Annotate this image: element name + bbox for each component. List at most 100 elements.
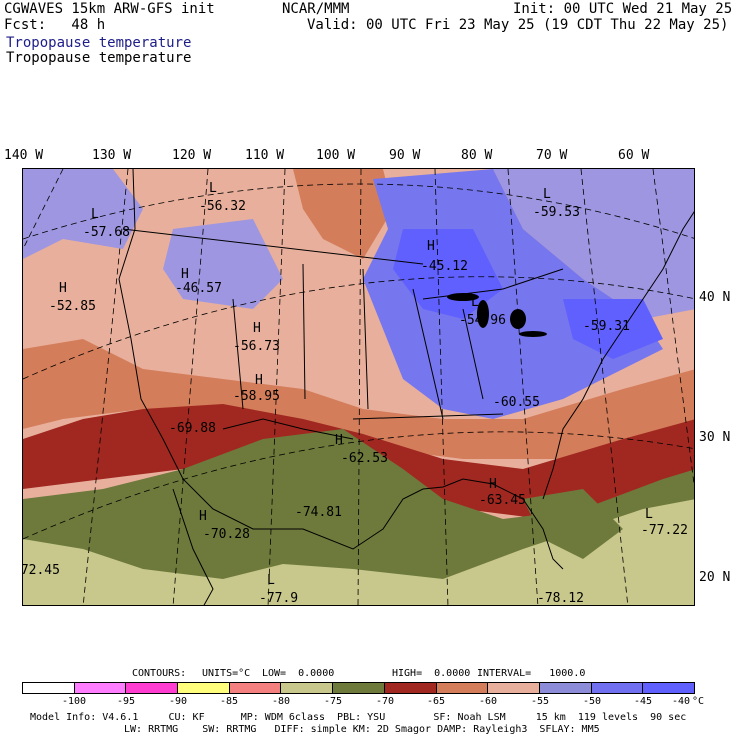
colorbar-swatch	[281, 683, 334, 693]
pressure-label-value: -72.45	[22, 563, 60, 578]
lon-label: 80 W	[461, 148, 493, 163]
pressure-label-type: H	[181, 267, 189, 282]
organization: NCAR/MMM	[282, 1, 350, 17]
model-title: CGWAVES 15km ARW-GFS init	[4, 1, 215, 17]
pressure-label-type: L	[471, 295, 479, 310]
colorbar-swatch	[229, 683, 282, 693]
field-title-blue: Tropopause temperature	[6, 35, 192, 51]
pressure-label-type: L	[209, 181, 217, 196]
lon-label: 140 W	[4, 148, 44, 163]
pressure-label-value: -74.81	[295, 505, 342, 520]
colorbar-tick: -75	[323, 696, 343, 707]
graticule	[23, 169, 694, 605]
colorbar-unit: °C	[692, 696, 705, 707]
pressure-label-value: -57.68	[83, 225, 130, 240]
field-region-lavender	[163, 219, 283, 309]
pressure-label-value: -58.95	[233, 389, 280, 404]
colorbar-tick: -45	[633, 696, 653, 707]
pressure-label-value: -46.57	[175, 281, 222, 296]
forecast-hour: Fcst: 48 h	[4, 17, 106, 33]
pressure-label-value: -54.96	[459, 313, 506, 328]
colorbar-swatch	[178, 683, 230, 693]
lon-label: 60 W	[618, 148, 650, 163]
pressure-label-type: H	[427, 239, 435, 254]
pressure-label-value: -52.85	[49, 299, 96, 314]
colorbar-tick: -90	[168, 696, 188, 707]
colorbar-swatch	[126, 683, 179, 693]
colorbar-swatch	[384, 683, 437, 693]
high-label: HIGH= 0.0000	[392, 668, 471, 679]
tropopause-temperature-map: L -56.32 L -57.68 L -59.53 H -45.12 H -4…	[22, 168, 695, 606]
field-region-orange	[293, 169, 393, 259]
lon-label: 120 W	[172, 148, 212, 163]
map-field-svg	[23, 169, 694, 605]
boundaries	[118, 169, 694, 605]
pressure-label-type: L	[267, 573, 275, 588]
colorbar-swatch	[591, 683, 644, 693]
pressure-label-type: L	[91, 207, 99, 222]
colorbar-tick: -100	[61, 696, 87, 707]
colorbar-swatch	[539, 683, 592, 693]
pressure-label-value: -77.22	[641, 523, 688, 538]
lat-label: 30 N	[699, 430, 731, 445]
pressure-label-value: -59.53	[533, 205, 580, 220]
pressure-label-value: -45.12	[421, 259, 468, 274]
pressure-label-type: H	[199, 509, 207, 524]
colorbar-swatch	[643, 683, 694, 693]
pressure-label-type: H	[489, 477, 497, 492]
pressure-label-type: H	[255, 373, 263, 388]
field-region-lavender	[493, 169, 694, 319]
lon-label: 70 W	[536, 148, 568, 163]
model-info-line2: LW: RRTMG SW: RRTMG DIFF: simple KM: 2D …	[124, 724, 600, 735]
units-label: UNITS=°C	[202, 668, 251, 679]
field-title: Tropopause temperature	[6, 50, 192, 66]
lon-label: 90 W	[389, 148, 421, 163]
field-region-lavender	[23, 169, 143, 259]
valid-time: Valid: 00 UTC Fri 23 May 25 (19 CDT Thu …	[307, 17, 729, 33]
init-time: Init: 00 UTC Wed 21 May 25	[513, 1, 733, 17]
pressure-label-type: H	[253, 321, 261, 336]
colorbar-swatch	[74, 683, 127, 693]
low-label: LOW= 0.0000	[262, 668, 335, 679]
lakes	[447, 293, 547, 337]
colorbar-tick: -85	[219, 696, 239, 707]
pressure-label-value: -69.88	[169, 421, 216, 436]
colorbar-tick: -60	[478, 696, 498, 707]
colorbar-swatch	[436, 683, 489, 693]
pressure-label-value: -59.31	[583, 319, 630, 334]
pressure-label-value: -60.55	[493, 395, 540, 410]
model-info-line1: Model Info: V4.6.1 CU: KF MP: WDM 6class…	[30, 712, 687, 723]
lon-label: 110 W	[245, 148, 285, 163]
pressure-label-type: L	[543, 187, 551, 202]
colorbar-tick: -40	[672, 696, 691, 707]
pressure-label-value: -70.28	[203, 527, 250, 542]
colorbar-tick: -55	[530, 696, 550, 707]
pressure-label-value: -56.73	[233, 339, 280, 354]
pressure-label-value: -56.32	[199, 199, 246, 214]
interval-label: INTERVAL= 1000.0	[477, 668, 586, 679]
pressure-label-type: H	[335, 433, 343, 448]
field-region-orange-band	[23, 339, 694, 459]
field-region-khaki	[23, 499, 694, 605]
field-region-deep-blue	[563, 299, 663, 359]
pressure-label-type: L	[645, 507, 653, 522]
field-region-olive	[523, 489, 623, 559]
lon-label: 130 W	[92, 148, 132, 163]
pressure-label-value: -62.53	[341, 451, 388, 466]
pressure-label-value: -77.9	[259, 591, 299, 606]
lat-label: 20 N	[699, 570, 731, 585]
pressure-label-value: -78.12	[537, 591, 584, 606]
colorbar-swatch	[23, 683, 75, 693]
colorbar-tick: -65	[426, 696, 446, 707]
colorbar-swatch	[333, 683, 385, 693]
colorbar-tick: -95	[116, 696, 136, 707]
colorbar-tick: -70	[375, 696, 395, 707]
colorbar-tick: -80	[271, 696, 291, 707]
lon-label: 100 W	[316, 148, 356, 163]
pressure-label-value: -63.45	[479, 493, 526, 508]
colorbar	[22, 682, 695, 694]
lat-label: 40 N	[699, 290, 731, 305]
pressure-label-type: H	[59, 281, 67, 296]
colorbar-tick: -50	[582, 696, 602, 707]
colorbar-swatch	[488, 683, 540, 693]
